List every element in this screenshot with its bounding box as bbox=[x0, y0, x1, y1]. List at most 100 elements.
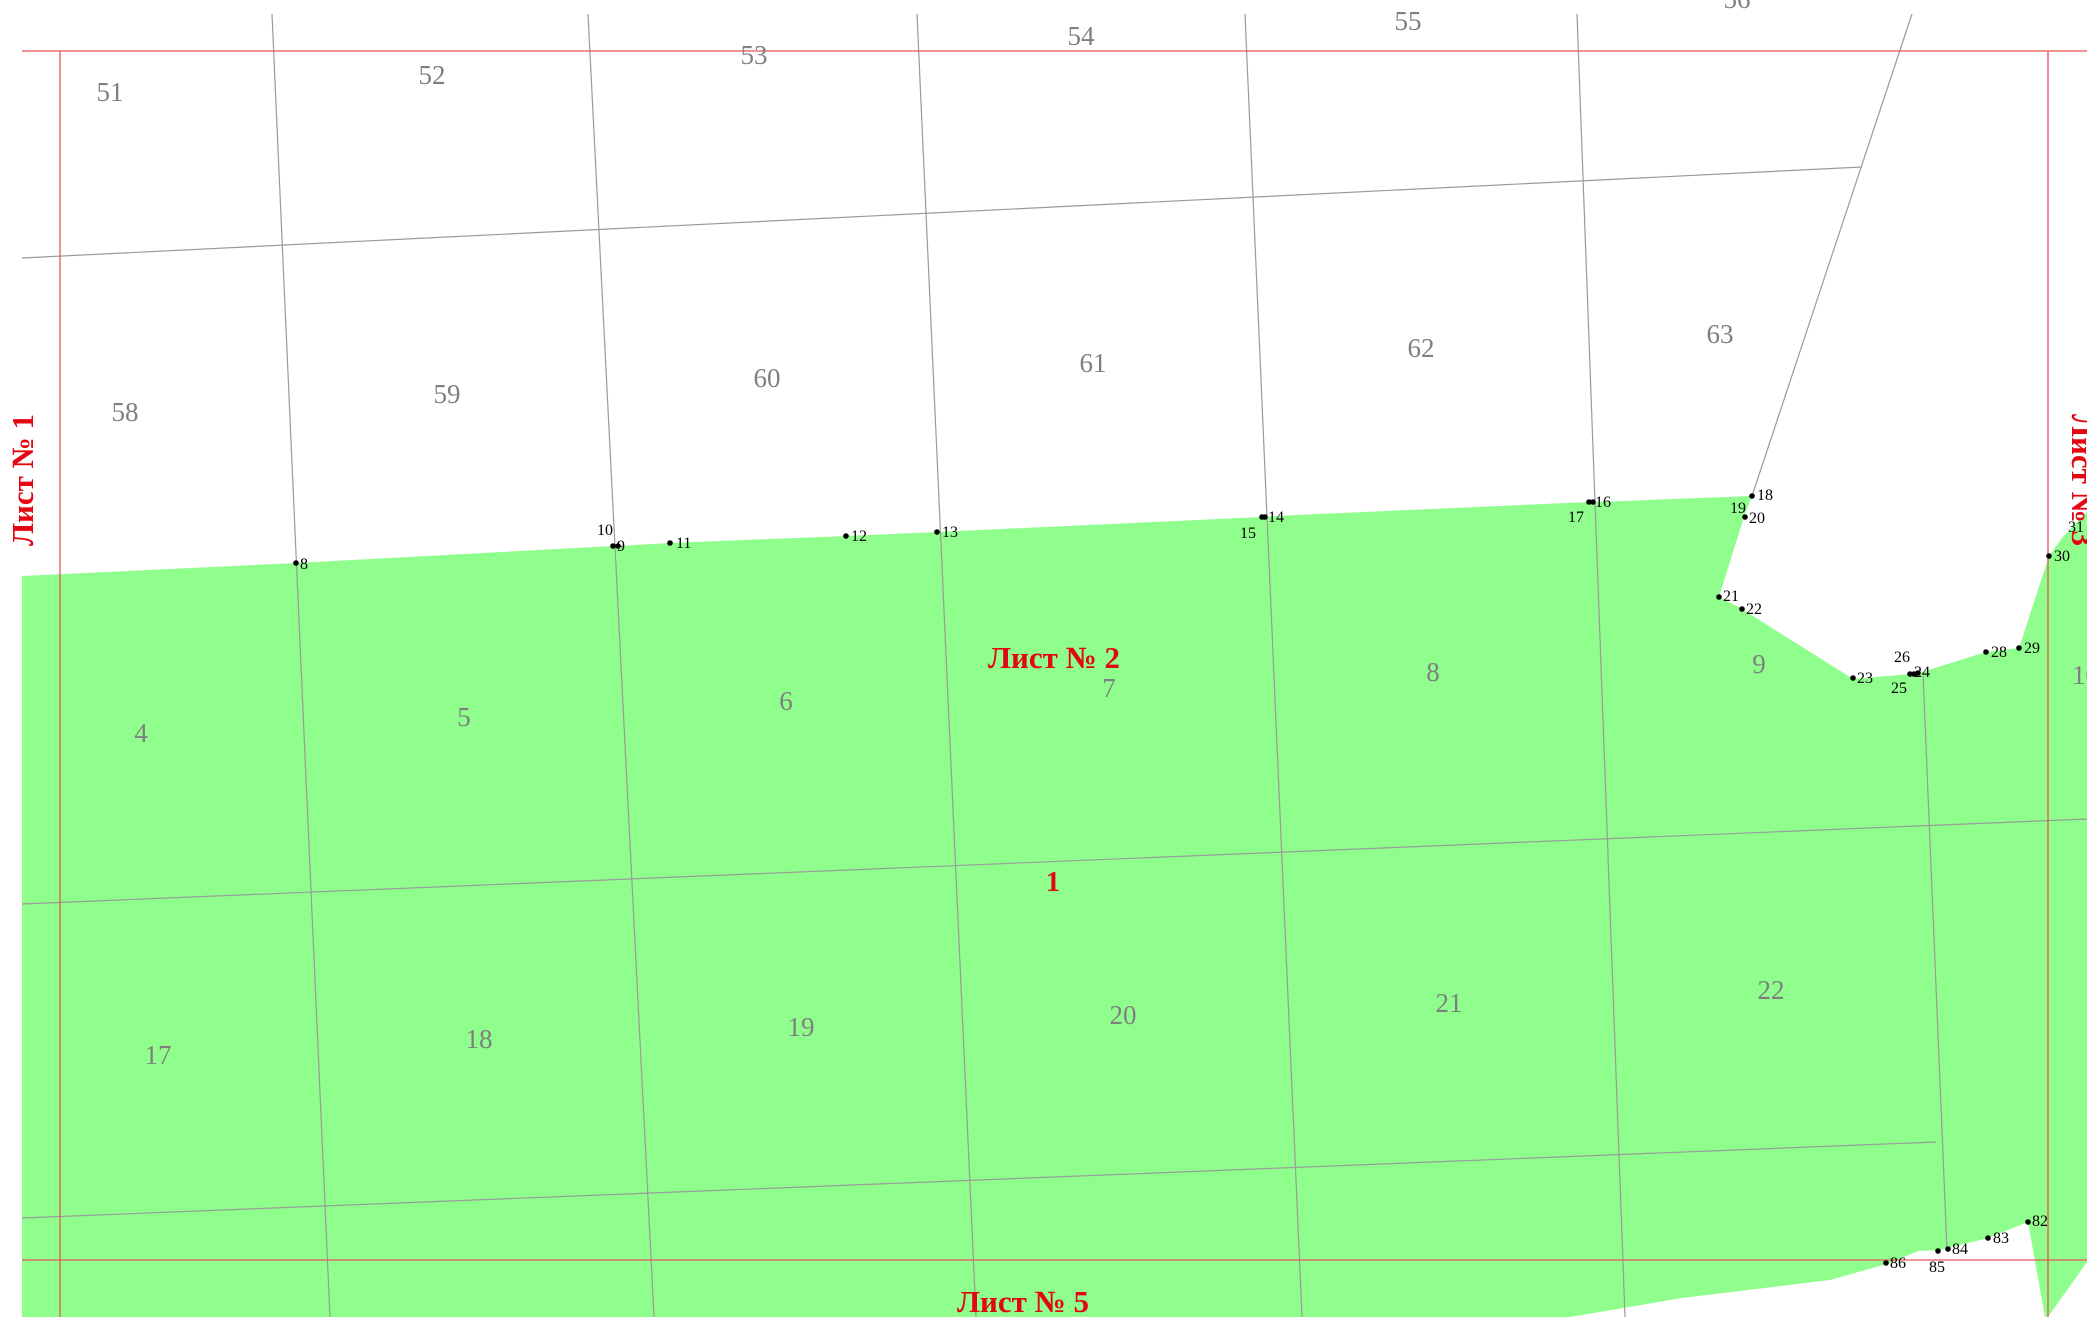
boundary-point[interactable] bbox=[1716, 594, 1722, 600]
block-number: 10 bbox=[2072, 660, 2087, 690]
boundary-point[interactable] bbox=[1262, 514, 1268, 520]
boundary-point[interactable] bbox=[1590, 499, 1596, 505]
block-number: 20 bbox=[1110, 1000, 1137, 1030]
boundary-point[interactable] bbox=[843, 533, 849, 539]
block-number: 4 bbox=[134, 718, 148, 748]
boundary-point[interactable] bbox=[615, 543, 621, 549]
boundary-point[interactable] bbox=[1985, 1235, 1991, 1241]
point-label: 9 bbox=[617, 538, 625, 555]
parcel-number: 1 bbox=[1046, 867, 1060, 898]
boundary-point[interactable] bbox=[1907, 671, 1913, 677]
grid-line bbox=[916, 13, 977, 1317]
point-label: 85 bbox=[1929, 1259, 1945, 1276]
block-number: 58 bbox=[112, 397, 139, 427]
land-parcel-area[interactable] bbox=[22, 496, 2087, 1317]
block-number: 8 bbox=[1426, 657, 1440, 687]
point-label: 21 bbox=[1723, 588, 1739, 605]
grid-line bbox=[1922, 672, 1948, 1251]
block-number: 5 bbox=[457, 702, 471, 732]
boundary-point[interactable] bbox=[1883, 1260, 1889, 1266]
point-label: 18 bbox=[1757, 487, 1773, 504]
point-label: 13 bbox=[942, 524, 958, 541]
sheet-label-center: Лист № 2 bbox=[988, 640, 1120, 675]
grid-line bbox=[271, 13, 331, 1317]
point-label: 30 bbox=[2054, 548, 2070, 565]
boundary-point[interactable] bbox=[1935, 1248, 1941, 1254]
sheet-labels: Лист № 2 Лист № 5 Лист № 1 Лист № 3 bbox=[5, 414, 2087, 1317]
grid-line bbox=[21, 1141, 1937, 1219]
block-grid bbox=[21, 13, 2087, 1317]
boundary-point[interactable] bbox=[1739, 606, 1745, 612]
sheet-frame bbox=[22, 50, 2087, 1317]
point-label: 8 bbox=[300, 556, 308, 573]
boundary-point-labels: 8 9 10 11 12 13 14 15 16 17 18 19 20 21 … bbox=[300, 487, 2084, 1276]
grid-line bbox=[21, 818, 2087, 905]
grid-line bbox=[1244, 13, 1303, 1317]
point-label: 82 bbox=[2032, 1213, 2048, 1230]
point-label: 17 bbox=[1568, 509, 1584, 526]
point-label: 84 bbox=[1952, 1241, 1968, 1258]
block-number: 21 bbox=[1436, 988, 1463, 1018]
block-number: 62 bbox=[1408, 333, 1435, 363]
sheet-label-left: Лист № 1 bbox=[5, 414, 40, 546]
boundary-point[interactable] bbox=[934, 529, 940, 535]
grid-line bbox=[21, 166, 1863, 259]
point-label: 23 bbox=[1857, 670, 1873, 687]
point-label: 15 bbox=[1240, 525, 1256, 542]
boundary-point[interactable] bbox=[1586, 499, 1592, 505]
block-number: 18 bbox=[466, 1024, 493, 1054]
block-number: 60 bbox=[754, 363, 781, 393]
block-number: 9 bbox=[1752, 649, 1766, 679]
point-label: 14 bbox=[1268, 509, 1284, 526]
point-label: 11 bbox=[676, 535, 691, 552]
point-label: 22 bbox=[1746, 601, 1762, 618]
block-number: 51 bbox=[97, 77, 124, 107]
point-label: 25 bbox=[1891, 680, 1907, 697]
block-number: 55 bbox=[1395, 6, 1422, 36]
point-label: 19 bbox=[1730, 500, 1746, 517]
boundary-point[interactable] bbox=[1850, 675, 1856, 681]
sheet-label-bottom: Лист № 5 bbox=[957, 1284, 1089, 1317]
point-label: 28 bbox=[1991, 644, 2007, 661]
block-number: 56 bbox=[1724, 0, 1751, 14]
boundary-point[interactable] bbox=[2025, 1219, 2031, 1225]
block-number: 19 bbox=[788, 1012, 815, 1042]
grid-line bbox=[1751, 13, 1913, 497]
boundary-point[interactable] bbox=[1945, 1246, 1951, 1252]
boundary-point[interactable] bbox=[2046, 553, 2052, 559]
sheet-label-right: Лист № 3 bbox=[2065, 414, 2087, 546]
boundary-point[interactable] bbox=[1742, 514, 1748, 520]
boundary-point[interactable] bbox=[667, 540, 673, 546]
point-label: 20 bbox=[1749, 510, 1765, 527]
boundary-point[interactable] bbox=[610, 543, 616, 549]
grid-line bbox=[1576, 13, 1626, 1317]
boundary-point[interactable] bbox=[1983, 649, 1989, 655]
block-number: 63 bbox=[1707, 319, 1734, 349]
block-number: 54 bbox=[1068, 21, 1096, 51]
point-label: 26 bbox=[1894, 649, 1910, 666]
boundary-points bbox=[293, 493, 2052, 1266]
point-label: 16 bbox=[1595, 494, 1611, 511]
boundary-point[interactable] bbox=[1749, 493, 1755, 499]
block-number: 61 bbox=[1080, 348, 1107, 378]
block-number: 59 bbox=[434, 379, 461, 409]
block-numbers: 51 52 53 54 55 56 58 59 60 61 62 63 4 5 … bbox=[97, 0, 2087, 1070]
block-number: 6 bbox=[779, 686, 793, 716]
boundary-point[interactable] bbox=[1915, 670, 1921, 676]
point-label: 83 bbox=[1993, 1230, 2009, 1247]
grid-line bbox=[587, 13, 655, 1317]
point-label: 86 bbox=[1890, 1255, 1906, 1272]
boundary-point[interactable] bbox=[2016, 645, 2022, 651]
point-label: 31 bbox=[2068, 519, 2084, 536]
block-number: 7 bbox=[1102, 673, 1116, 703]
point-label: 29 bbox=[2024, 640, 2040, 657]
point-label: 12 bbox=[851, 528, 867, 545]
block-number: 22 bbox=[1758, 975, 1785, 1005]
point-label: 10 bbox=[597, 522, 613, 539]
block-number: 52 bbox=[419, 60, 446, 90]
boundary-point[interactable] bbox=[293, 560, 299, 566]
block-number: 17 bbox=[145, 1040, 172, 1070]
block-number: 53 bbox=[741, 40, 768, 70]
